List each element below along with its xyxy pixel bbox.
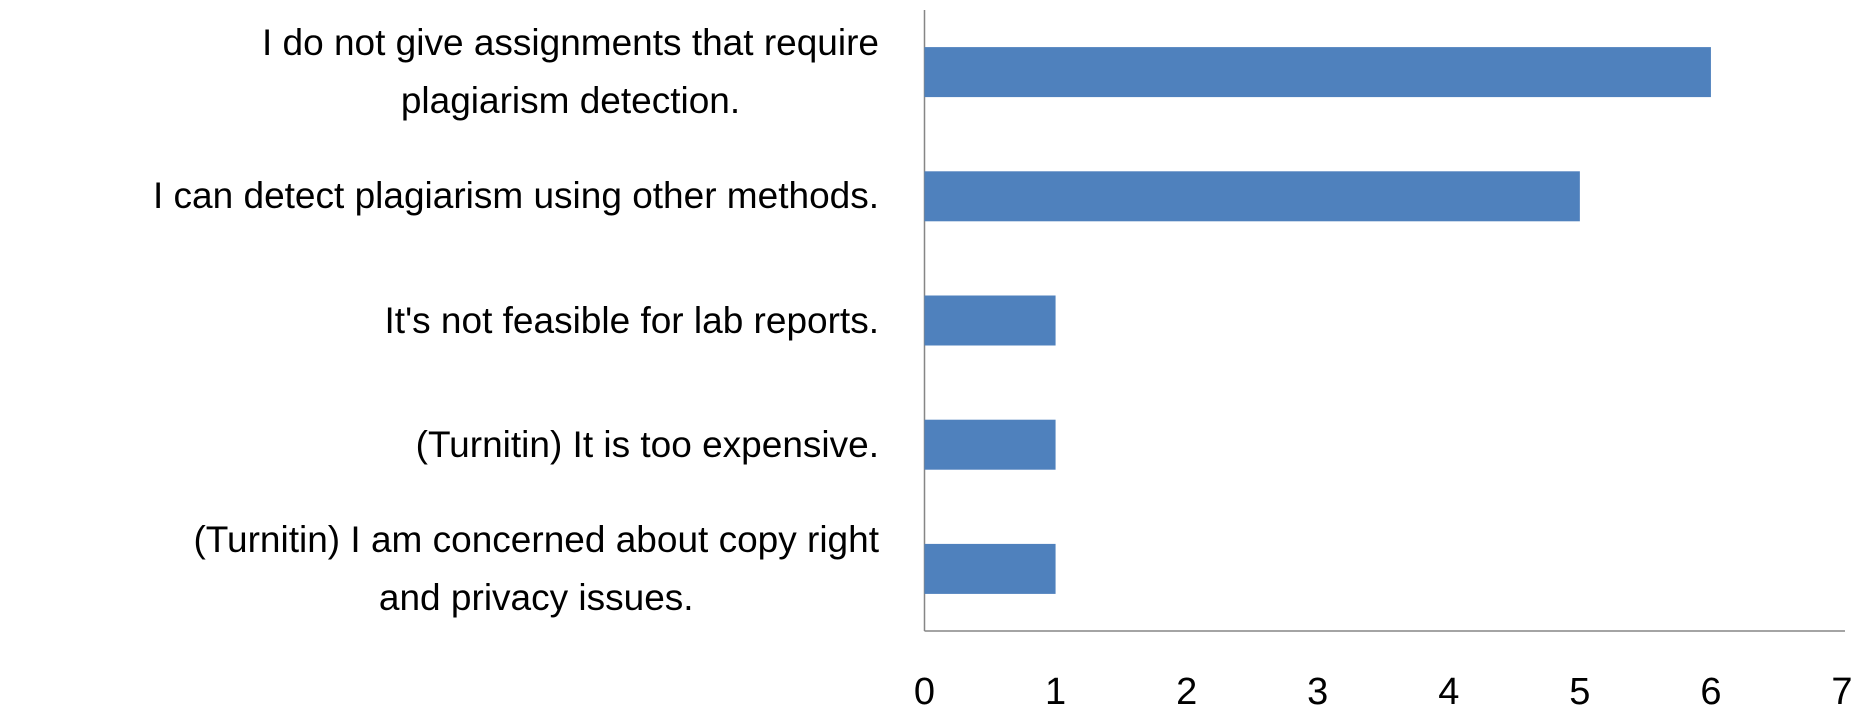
y-tick-label: I can detect plagiarism using other meth… [153,175,879,217]
y-tick-label: It's not feasible for lab reports. [384,299,879,341]
bar [924,543,1056,594]
y-tick-label: (Turnitin) I am concerned about copy rig… [193,518,879,618]
x-tick-label: 3 [1307,671,1328,713]
y-tick-label: I do not give assignments that require p… [261,22,879,122]
x-tick-label: 4 [1438,671,1459,713]
x-tick-label: 2 [1176,671,1197,713]
bar [924,295,1056,346]
x-tick-label: 0 [914,671,935,713]
x-tick-label: 5 [1569,671,1590,713]
bar [924,419,1056,470]
x-tick-label: 7 [1831,671,1852,713]
y-tick-label: (Turnitin) It is too expensive. [415,423,879,465]
bar [924,47,1711,98]
bar [924,171,1580,222]
x-tick-label: 6 [1700,671,1721,713]
x-tick-label: 1 [1045,671,1066,713]
